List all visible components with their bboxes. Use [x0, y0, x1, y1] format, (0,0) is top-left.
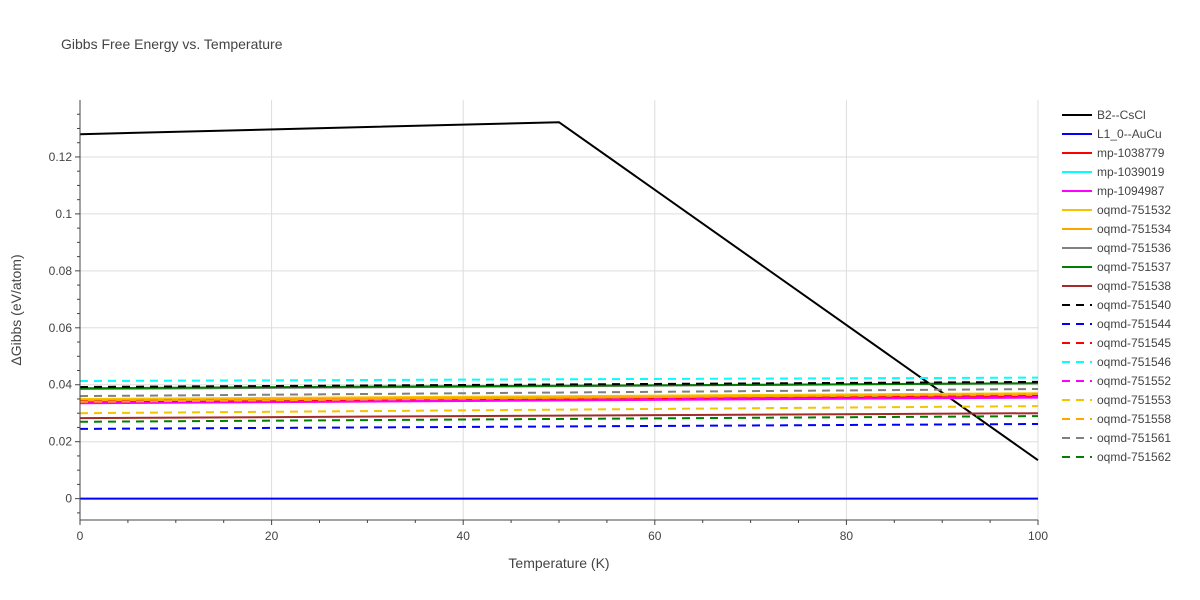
legend-label: oqmd-751538 [1097, 279, 1171, 293]
legend-item[interactable]: L1_0--AuCu [1062, 127, 1162, 141]
y-tick-label: 0 [65, 492, 72, 506]
legend-item[interactable]: oqmd-751544 [1062, 317, 1171, 331]
series-line-B2--CsCl [79, 121, 1039, 462]
legend-label: L1_0--AuCu [1097, 127, 1162, 141]
legend-label: oqmd-751561 [1097, 431, 1171, 445]
legend-item[interactable]: oqmd-751540 [1062, 298, 1171, 312]
x-tick-label: 80 [840, 529, 854, 543]
legend-item[interactable]: oqmd-751536 [1062, 241, 1171, 255]
x-axis-title: Temperature (K) [508, 555, 609, 571]
legend-item[interactable]: B2--CsCl [1062, 108, 1146, 122]
legend-item[interactable]: oqmd-751538 [1062, 279, 1171, 293]
series-layer [79, 121, 1039, 500]
legend-item[interactable]: mp-1039019 [1062, 165, 1165, 179]
legend-label: oqmd-751558 [1097, 412, 1171, 426]
legend-item[interactable]: mp-1094987 [1062, 184, 1165, 198]
legend-label: oqmd-751553 [1097, 393, 1171, 407]
series-line-oqmd-751546 [79, 376, 1039, 382]
y-tick-label: 0.08 [49, 264, 73, 278]
legend-label: oqmd-751537 [1097, 260, 1171, 274]
legend-label: oqmd-751562 [1097, 450, 1171, 464]
legend-label: oqmd-751552 [1097, 374, 1171, 388]
y-tick-label: 0.12 [49, 150, 73, 164]
legend-item[interactable]: oqmd-751558 [1062, 412, 1171, 426]
legend-label: B2--CsCl [1097, 108, 1146, 122]
legend-item[interactable]: oqmd-751545 [1062, 336, 1171, 350]
legend-item[interactable]: oqmd-751553 [1062, 393, 1171, 407]
legend[interactable]: B2--CsCl L1_0--AuCu mp-1038779 mp-1039019 mp… [1062, 108, 1171, 464]
series-line-oqmd-751562 [79, 415, 1039, 423]
legend-label: mp-1038779 [1097, 146, 1165, 160]
series-line-oqmd-751553 [79, 405, 1039, 415]
legend-item[interactable]: mp-1038779 [1062, 146, 1165, 160]
legend-item[interactable]: oqmd-751534 [1062, 222, 1171, 236]
legend-label: oqmd-751534 [1097, 222, 1171, 236]
legend-label: mp-1094987 [1097, 184, 1165, 198]
x-tick-label: 60 [648, 529, 662, 543]
legend-item[interactable]: oqmd-751537 [1062, 260, 1171, 274]
legend-item[interactable]: oqmd-751562 [1062, 450, 1171, 464]
legend-label: mp-1039019 [1097, 165, 1165, 179]
y-axis-title: ΔGibbs (eV/atom) [8, 254, 24, 365]
series-line-oqmd-751558 [79, 392, 1039, 403]
y-tick-label: 0.04 [49, 378, 73, 392]
series-line-oqmd-751561 [79, 388, 1039, 398]
legend-label: oqmd-751544 [1097, 317, 1171, 331]
series-line-oqmd-751540 [79, 380, 1039, 388]
y-tick-label: 0.02 [49, 435, 73, 449]
x-tick-label: 100 [1028, 529, 1048, 543]
legend-label: oqmd-751540 [1097, 298, 1171, 312]
x-tick-label: 0 [77, 529, 84, 543]
y-tick-label: 0.1 [55, 207, 72, 221]
legend-label: oqmd-751536 [1097, 241, 1171, 255]
series-line-oqmd-751544 [79, 423, 1039, 430]
chart-title: Gibbs Free Energy vs. Temperature [61, 36, 283, 52]
series-line-oqmd-751537 [79, 382, 1039, 390]
legend-label: oqmd-751545 [1097, 336, 1171, 350]
legend-label: oqmd-751546 [1097, 355, 1171, 369]
axis-layer: 0 20 40 60 80 100 0 0.02 0.04 0.06 0.08 0.1 0.12 [49, 100, 1048, 543]
x-tick-label: 40 [457, 529, 471, 543]
x-tick-label: 20 [265, 529, 279, 543]
legend-item[interactable]: oqmd-751561 [1062, 431, 1171, 445]
legend-item[interactable]: oqmd-751552 [1062, 374, 1171, 388]
legend-item[interactable]: oqmd-751532 [1062, 203, 1171, 217]
series-line-oqmd-751552 [79, 396, 1039, 404]
series-line-oqmd-751538 [79, 412, 1039, 420]
legend-label: oqmd-751532 [1097, 203, 1171, 217]
y-tick-label: 0.06 [49, 321, 73, 335]
legend-item[interactable]: oqmd-751546 [1062, 355, 1171, 369]
grid-layer [80, 100, 1039, 520]
